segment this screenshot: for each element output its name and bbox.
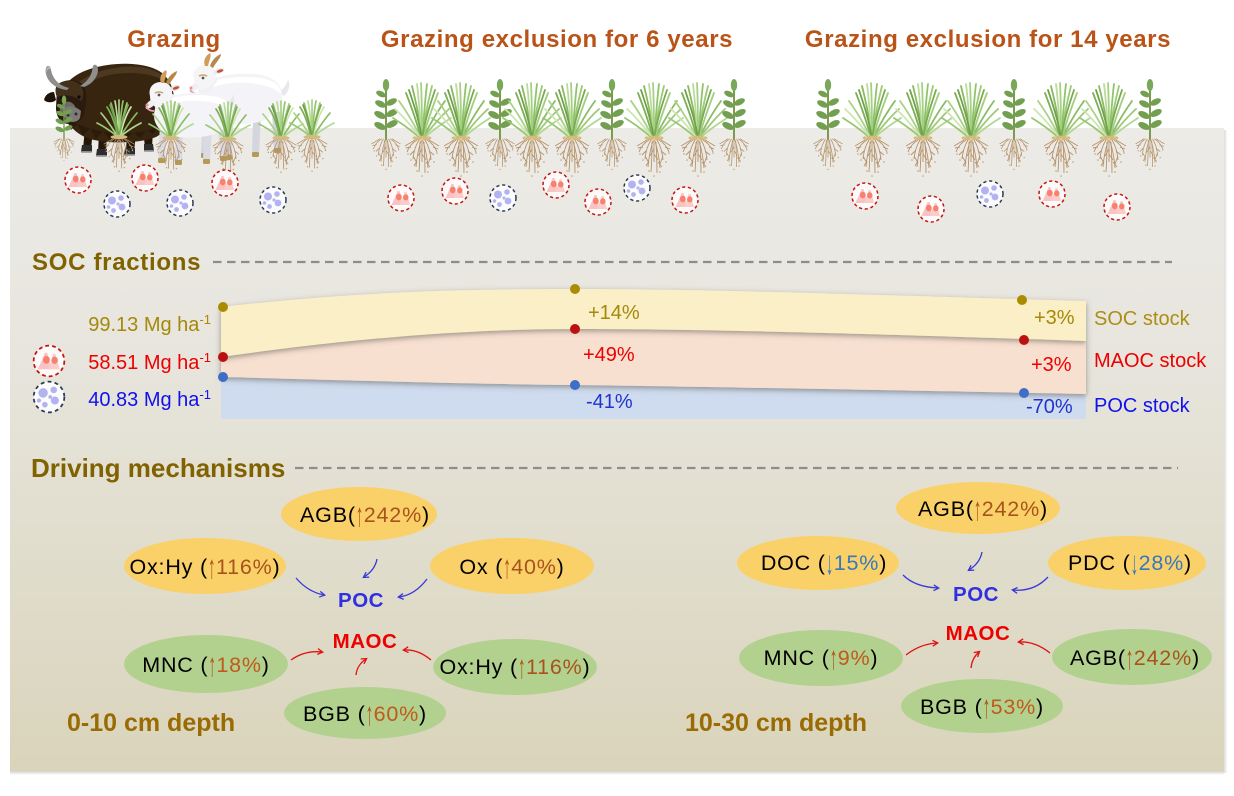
svg-text:0-10 cm depth: 0-10 cm depth	[67, 709, 235, 737]
svg-text:AGB(↑242%): AGB(↑242%)	[1070, 639, 1200, 676]
svg-text:MAOC: MAOC	[946, 622, 1011, 645]
svg-text:BGB (↑60%): BGB (↑60%)	[303, 695, 427, 732]
svg-text:Grazing exclusion for 6 years: Grazing exclusion for 6 years	[381, 26, 733, 53]
svg-text:POC: POC	[338, 589, 384, 612]
svg-text:Ox (↑40%): Ox (↑40%)	[459, 548, 564, 585]
svg-text:AGB(↑242%): AGB(↑242%)	[300, 496, 430, 533]
svg-text:Ox:Hy (↑116%): Ox:Hy (↑116%)	[129, 548, 280, 585]
svg-text:BGB (↑53%): BGB (↑53%)	[920, 688, 1044, 725]
svg-text:DOC (↓15%): DOC (↓15%)	[761, 544, 887, 581]
svg-text:+3%: +3%	[1031, 354, 1072, 376]
svg-text:MNC (↑9%): MNC (↑9%)	[764, 639, 879, 676]
svg-text:POC: POC	[953, 583, 999, 606]
svg-text:Grazing: Grazing	[127, 26, 221, 53]
svg-text:PDC (↓28%): PDC (↓28%)	[1068, 544, 1192, 581]
svg-text:Ox:Hy (↑116%): Ox:Hy (↑116%)	[439, 648, 590, 685]
svg-text:POC stock: POC stock	[1094, 395, 1191, 417]
svg-text:+49%: +49%	[583, 344, 635, 366]
svg-text:AGB(↑242%): AGB(↑242%)	[918, 490, 1048, 527]
svg-text:-70%: -70%	[1026, 396, 1073, 418]
svg-text:MAOC: MAOC	[333, 630, 398, 653]
svg-text:+3%: +3%	[1034, 307, 1075, 329]
svg-text:10-30 cm depth: 10-30 cm depth	[685, 709, 867, 737]
svg-text:SOC fractions: SOC fractions	[32, 249, 201, 276]
svg-text:MNC (↑18%): MNC (↑18%)	[142, 646, 270, 683]
svg-text:+14%: +14%	[588, 302, 640, 324]
svg-text:SOC stock: SOC stock	[1094, 308, 1191, 330]
svg-text:99.13 Mg ha-1: 99.13 Mg ha-1	[88, 312, 211, 336]
svg-text:-41%: -41%	[586, 391, 633, 413]
svg-text:Driving mechanisms: Driving mechanisms	[31, 453, 285, 483]
svg-text:Grazing exclusion for 14 years: Grazing exclusion for 14 years	[805, 26, 1171, 53]
svg-text:58.51 Mg ha-1: 58.51 Mg ha-1	[88, 350, 211, 374]
svg-text:40.83 Mg ha-1: 40.83 Mg ha-1	[88, 387, 211, 411]
svg-text:MAOC stock: MAOC stock	[1094, 350, 1207, 372]
